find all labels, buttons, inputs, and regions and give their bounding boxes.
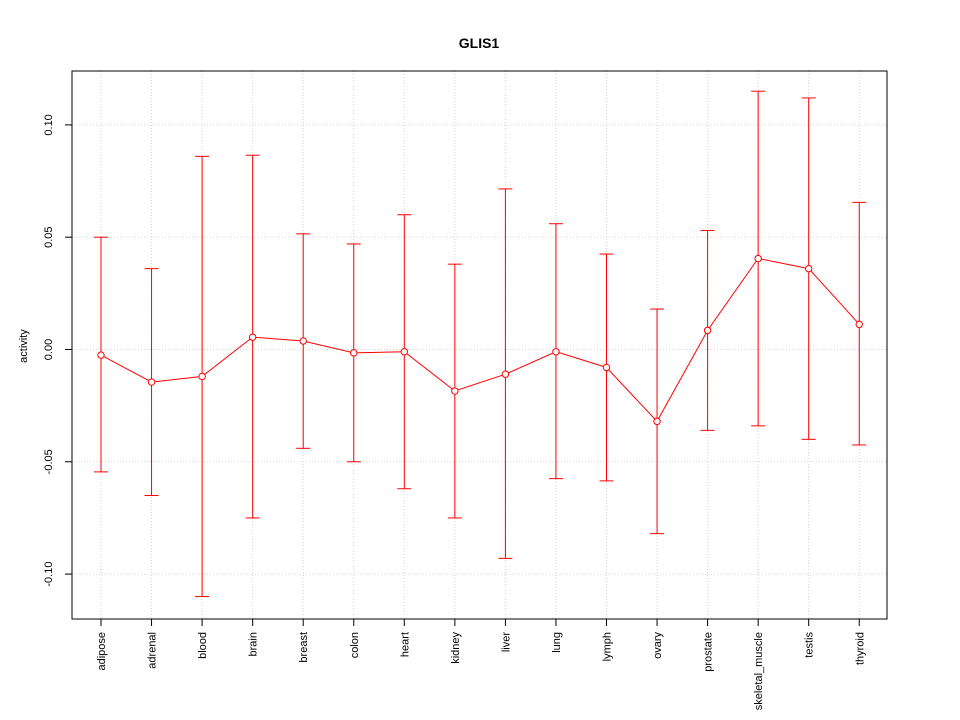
x-tick-label: skeletal_muscle: [753, 632, 765, 710]
grid: [72, 71, 887, 619]
x-tick-label: liver: [500, 632, 512, 653]
data-points: [97, 254, 863, 426]
x-tick-label: thyroid: [854, 632, 866, 665]
y-tick-label: 0.05: [43, 226, 55, 247]
data-point: [602, 363, 611, 372]
x-tick-label: prostate: [703, 632, 715, 672]
data-point: [299, 337, 307, 345]
data-point: [248, 333, 257, 341]
x-axis: adipose adrenal blood brain breast colon heart…: [72, 618, 887, 710]
x-tick-label: blood: [197, 632, 209, 659]
data-point: [855, 320, 863, 329]
x-tick-label: breast: [298, 632, 310, 663]
x-tick-label: adipose: [96, 632, 108, 671]
x-tick-label: ovary: [652, 632, 664, 659]
data-point: [805, 264, 813, 273]
data-point: [501, 370, 510, 378]
data-point: [400, 348, 408, 356]
x-tick-label: heart: [399, 632, 411, 657]
y-tick-label: -0.05: [43, 449, 55, 474]
chart-title: GLIS1: [459, 35, 500, 51]
series-line: [100, 257, 860, 423]
x-tick-label: adrenal: [147, 632, 159, 669]
y-axis-label: activity: [18, 329, 30, 363]
y-tick-label: -0.10: [43, 562, 55, 587]
data-point: [754, 254, 762, 263]
x-tick-label: lung: [551, 632, 563, 653]
data-point: [552, 348, 560, 356]
x-tick-label: kidney: [450, 632, 462, 664]
data-point: [97, 351, 105, 359]
y-tick-label: 0.00: [43, 339, 55, 360]
y-tick-label: 0.10: [43, 114, 55, 135]
x-tick-label: brain: [248, 632, 260, 656]
data-point: [451, 387, 459, 395]
x-tick-label: lymph: [602, 632, 614, 661]
data-point: [653, 417, 661, 426]
x-tick-label: colon: [349, 632, 361, 658]
data-point: [703, 326, 712, 335]
data-point: [350, 349, 358, 357]
y-axis: -0.10 -0.05 0.00 0.05 0.10: [43, 71, 73, 619]
data-point: [198, 372, 206, 381]
x-tick-label: testis: [804, 632, 816, 658]
data-point: [147, 378, 156, 386]
error-bars: [94, 90, 867, 598]
plot-box: [71, 70, 888, 620]
